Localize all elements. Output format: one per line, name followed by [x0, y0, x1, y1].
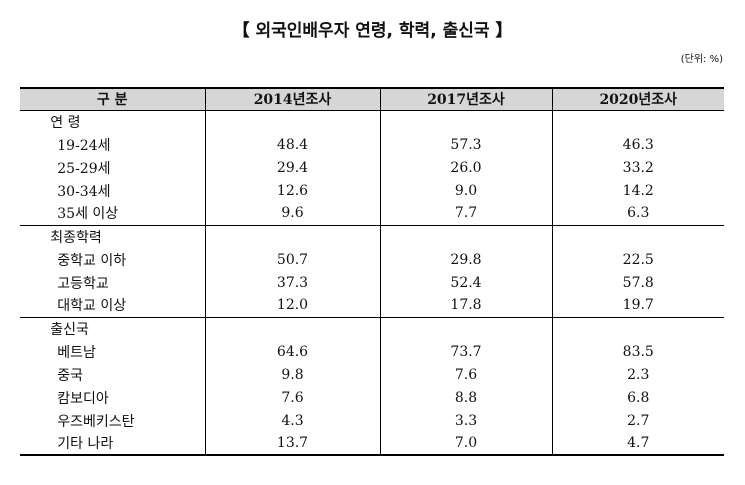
- value-cell: 50.7: [204, 248, 380, 271]
- header-2014: 2014년조사: [204, 87, 380, 111]
- empty-cell: [551, 110, 724, 133]
- value-cell: 22.5: [551, 248, 724, 271]
- value-cell: 37.3: [204, 271, 380, 294]
- group-header-row: 출신국: [20, 317, 724, 340]
- table-row: 35세 이상 9.6 7.7 6.3: [20, 202, 724, 226]
- value-cell: 4.7: [551, 432, 724, 456]
- value-cell: 52.4: [379, 271, 552, 294]
- row-label: 대학교 이상: [57, 298, 127, 315]
- row-label: 기타 나라: [57, 436, 114, 452]
- row-label: 30-34세: [57, 183, 111, 200]
- value-cell: 7.0: [379, 432, 552, 456]
- value-cell: 17.8: [379, 294, 552, 318]
- header-category: 구 분: [20, 87, 205, 111]
- table-row: 대학교 이상 12.0 17.8 19.7: [20, 294, 724, 318]
- header-2017: 2017년조사: [379, 87, 552, 111]
- row-label-cell: 대학교 이상: [20, 294, 205, 318]
- unit-label: (단위: %): [680, 54, 723, 65]
- value-cell: 33.2: [551, 156, 724, 179]
- row-label-cell: 25-29세: [20, 156, 205, 179]
- group-header-row: 연 령: [20, 110, 724, 133]
- value-cell: 9.8: [204, 363, 380, 386]
- table-row: 30-34세 12.6 9.0 14.2: [20, 179, 724, 202]
- value-cell: 2.7: [551, 409, 724, 432]
- value-cell: 14.2: [551, 179, 724, 202]
- group-label-cell: 연 령: [20, 110, 205, 133]
- value-cell: 13.7: [204, 432, 380, 456]
- group-label: 연 령: [50, 114, 81, 131]
- table-row: 베트남 64.6 73.7 83.5: [20, 340, 724, 363]
- table-row: 중학교 이하 50.7 29.8 22.5: [20, 248, 724, 271]
- empty-cell: [379, 317, 552, 340]
- value-cell: 48.4: [204, 133, 380, 156]
- row-label: 19-24세: [57, 137, 111, 154]
- group-label-cell: 출신국: [20, 317, 205, 340]
- data-table: 구 분 2014년조사 2017년조사 2020년조사 연 령 19-24세 48.…: [20, 87, 724, 456]
- value-cell: 4.3: [204, 409, 380, 432]
- row-label-cell: 우즈베키스탄: [20, 409, 205, 432]
- row-label: 35세 이상: [57, 206, 119, 223]
- value-cell: 83.5: [551, 340, 724, 363]
- value-cell: 57.8: [551, 271, 724, 294]
- table-row: 중국 9.8 7.6 2.3: [20, 363, 724, 386]
- value-cell: 46.3: [551, 133, 724, 156]
- value-cell: 2.3: [551, 363, 724, 386]
- group-label: 최종학력: [50, 229, 102, 246]
- empty-cell: [204, 110, 380, 133]
- row-label-cell: 기타 나라: [20, 432, 205, 456]
- value-cell: 73.7: [379, 340, 552, 363]
- row-label-cell: 캄보디아: [20, 386, 205, 409]
- header-2020: 2020년조사: [551, 87, 724, 111]
- value-cell: 7.7: [379, 202, 552, 226]
- value-cell: 29.8: [379, 248, 552, 271]
- value-cell: 9.6: [204, 202, 380, 226]
- row-label: 25-29세: [57, 160, 111, 177]
- row-label: 우즈베키스탄: [57, 413, 135, 430]
- group-label-cell: 최종학력: [20, 225, 205, 248]
- row-label: 캄보디아: [57, 390, 109, 407]
- table-row: 고등학교 37.3 52.4 57.8: [20, 271, 724, 294]
- value-cell: 26.0: [379, 156, 552, 179]
- row-label-cell: 고등학교: [20, 271, 205, 294]
- empty-cell: [551, 317, 724, 340]
- value-cell: 19.7: [551, 294, 724, 318]
- table-row: 19-24세 48.4 57.3 46.3: [20, 133, 724, 156]
- row-label-cell: 중국: [20, 363, 205, 386]
- value-cell: 8.8: [379, 386, 552, 409]
- value-cell: 64.6: [204, 340, 380, 363]
- empty-cell: [204, 225, 380, 248]
- row-label: 중국: [57, 367, 84, 384]
- empty-cell: [379, 225, 552, 248]
- value-cell: 7.6: [379, 363, 552, 386]
- value-cell: 29.4: [204, 156, 380, 179]
- value-cell: 57.3: [379, 133, 552, 156]
- table-row: 기타 나라 13.7 7.0 4.7: [20, 432, 724, 456]
- row-label-cell: 19-24세: [20, 133, 205, 156]
- value-cell: 7.6: [204, 386, 380, 409]
- row-label: 고등학교: [57, 275, 109, 292]
- row-label-cell: 35세 이상: [20, 202, 205, 226]
- row-label-cell: 중학교 이하: [20, 248, 205, 271]
- table-row: 캄보디아 7.6 8.8 6.8: [20, 386, 724, 409]
- row-label: 중학교 이하: [57, 252, 127, 269]
- row-label-cell: 베트남: [20, 340, 205, 363]
- row-label-cell: 30-34세: [20, 179, 205, 202]
- value-cell: 12.6: [204, 179, 380, 202]
- value-cell: 9.0: [379, 179, 552, 202]
- table-title: 【 외국인배우자 연령, 학력, 출신국 】: [232, 21, 513, 41]
- empty-cell: [551, 225, 724, 248]
- header-row: 구 분 2014년조사 2017년조사 2020년조사: [20, 87, 724, 111]
- group-header-row: 최종학력: [20, 225, 724, 248]
- table-row: 우즈베키스탄 4.3 3.3 2.7: [20, 409, 724, 432]
- group-label: 출신국: [50, 321, 89, 338]
- empty-cell: [204, 317, 380, 340]
- value-cell: 12.0: [204, 294, 380, 318]
- value-cell: 6.8: [551, 386, 724, 409]
- table-row: 25-29세 29.4 26.0 33.2: [20, 156, 724, 179]
- value-cell: 6.3: [551, 202, 724, 226]
- value-cell: 3.3: [379, 409, 552, 432]
- empty-cell: [379, 110, 552, 133]
- row-label: 베트남: [57, 344, 96, 361]
